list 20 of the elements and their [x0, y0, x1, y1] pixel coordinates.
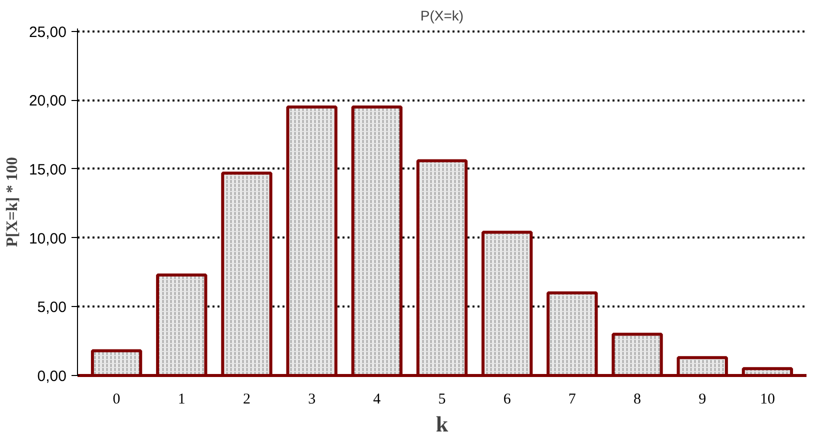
x-tick-label: 10	[760, 392, 775, 408]
y-tick-label: 5,00	[37, 299, 67, 316]
y-axis-title: P[X=k] * 100	[4, 157, 21, 247]
y-tick-label: 10,00	[28, 230, 67, 248]
x-tick-label: 8	[634, 392, 642, 408]
x-tick-label: 9	[698, 392, 706, 408]
y-tick-label: 20,00	[28, 92, 67, 110]
x-tick-label: 4	[373, 392, 382, 408]
chart-title: P(X=k)	[420, 8, 464, 24]
x-tick-label: 2	[242, 392, 250, 408]
x-tick-label: 7	[568, 392, 576, 408]
y-tick-label: 15,00	[28, 161, 67, 178]
x-tick-label: 6	[503, 392, 512, 408]
x-tick-label: 1	[178, 392, 186, 408]
x-tick-label: 0	[112, 392, 120, 408]
y-tick-label: 25,00	[28, 24, 67, 41]
x-tick-label: 5	[438, 392, 446, 408]
x-tick-label: 3	[308, 392, 316, 408]
y-tick-label: 0,00	[37, 368, 67, 385]
x-axis-title: k	[436, 412, 449, 436]
